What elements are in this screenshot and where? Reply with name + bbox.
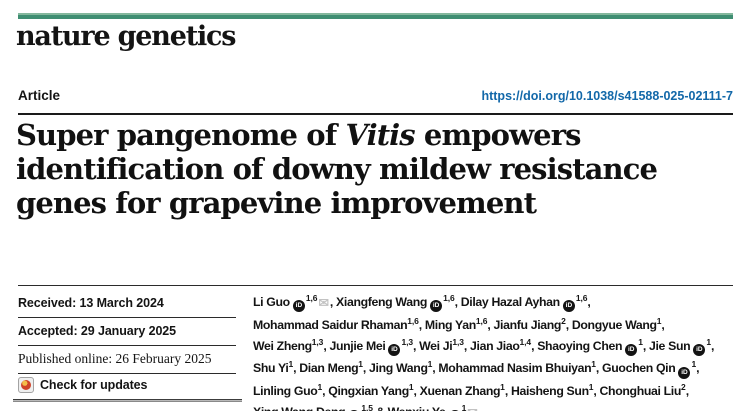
affiliation-superscript: 1 <box>588 381 594 392</box>
author-name-text: , Haisheng Sun <box>504 383 589 398</box>
author-name-text: Xing Wang Deng <box>253 405 348 411</box>
affiliation-superscript: 1 <box>706 337 711 348</box>
affiliation-superscript: 1 <box>427 359 433 370</box>
journal-logo: nature genetics <box>16 21 236 52</box>
author-name-text: Mohammad Saidur Rhaman <box>253 317 408 332</box>
date-divider <box>18 345 236 346</box>
title-line-1: Super pangenome of Vitis empowers <box>16 118 741 152</box>
affiliation-superscript: 1 <box>288 359 294 370</box>
author-name-text: Shu Yi <box>253 361 289 376</box>
affiliation-superscript: 2 <box>561 315 566 326</box>
author-name-text: , Junjie Mei <box>323 339 389 354</box>
author-name-text: & Wenxiu Ye <box>373 405 449 411</box>
author-list: Li Guo iD1,6✉, Xiangfeng Wang iD1,6, Dil… <box>253 290 741 411</box>
author-line: Wei Zheng1,3, Junjie Mei iD1,3, Wei Ji1,… <box>253 334 741 357</box>
author-name-text: , Jie Sun <box>642 339 694 354</box>
affiliation-superscript: 1,6 <box>305 293 318 303</box>
author-line: Li Guo iD1,6✉, Xiangfeng Wang iD1,6, Dil… <box>253 290 741 313</box>
orcid-icon[interactable]: iD <box>693 344 706 357</box>
check-for-updates-badge[interactable]: Check for updates <box>18 377 147 393</box>
affiliation-superscript: 1,6 <box>575 293 588 303</box>
email-icon[interactable]: ✉ <box>467 406 477 411</box>
affiliation-superscript: 1 <box>691 359 697 370</box>
author-name-text: , Guochen Qin <box>595 361 679 376</box>
affiliation-superscript: 1 <box>638 337 643 348</box>
author-name-text: Linling Guo <box>253 383 318 398</box>
affiliation-superscript: 1,4 <box>519 337 532 348</box>
orcid-icon[interactable]: iD <box>678 366 691 379</box>
email-icon[interactable]: ✉ <box>318 296 329 311</box>
affiliation-superscript: 1,3 <box>452 337 464 348</box>
date-divider <box>18 373 236 374</box>
affiliation-superscript: 1 <box>591 359 596 370</box>
author-name-text: , Jianfu Jiang <box>487 317 562 332</box>
affiliation-superscript: 1 <box>461 403 467 411</box>
doi-link[interactable]: https://doi.org/10.1038/s41588-025-02111… <box>481 89 733 103</box>
affiliation-superscript: 1 <box>358 359 363 370</box>
date-divider <box>18 317 236 318</box>
author-name-text: , Chonghuai Liu <box>593 383 682 398</box>
title-text: Super pangenome of <box>16 118 346 152</box>
author-name-text: , Jing Wang <box>362 361 428 376</box>
affiliation-superscript: 1 <box>408 381 414 392</box>
author-name-text: , <box>696 361 700 376</box>
author-name-text: , Wei Ji <box>413 339 453 354</box>
affiliation-superscript: 1,3 <box>401 337 414 348</box>
orcid-icon[interactable]: iD <box>430 300 443 313</box>
header-divider <box>18 113 733 115</box>
orcid-icon[interactable]: iD <box>562 300 575 313</box>
affiliation-superscript: 1,6 <box>475 315 488 326</box>
article-type-label: Article <box>18 88 61 103</box>
article-header-row: Article https://doi.org/10.1038/s41588-0… <box>18 88 733 103</box>
check-for-updates-label: Check for updates <box>40 378 148 392</box>
author-line: Mohammad Saidur Rhaman1,6, Ming Yan1,6, … <box>253 313 741 335</box>
author-name-text: , Xuenan Zhang <box>413 383 501 398</box>
orcid-icon[interactable]: iD <box>292 300 305 313</box>
affiliation-superscript: 1 <box>317 381 323 392</box>
author-name-text: , <box>711 339 715 354</box>
affiliation-superscript: 1 <box>500 381 505 392</box>
affiliation-superscript: 1 <box>656 315 662 326</box>
author-name-text: Wei Zheng <box>253 339 312 354</box>
title-text: empowers <box>414 118 581 152</box>
author-name-text: , Mohammad Nasim Bhuiyan <box>432 361 592 376</box>
author-name-text: , Shaoying Chen <box>531 339 626 354</box>
author-name-text: , Dongyue Wang <box>565 317 657 332</box>
orcid-icon[interactable]: iD <box>388 344 401 357</box>
author-name-text: Li Guo <box>253 295 293 310</box>
left-column-end-rule <box>13 399 242 402</box>
brand-bar <box>18 13 733 19</box>
published-date: Published online: 26 February 2025 <box>18 351 212 366</box>
accepted-date: Accepted: 29 January 2025 <box>18 324 177 338</box>
orcid-icon[interactable]: iD <box>625 344 638 357</box>
author-name-text: , <box>587 295 591 310</box>
author-name-text: , Dian Meng <box>293 361 359 376</box>
author-name-text: , Jian Jiao <box>463 339 520 354</box>
author-name-text: , Qingxian Yang <box>322 383 409 398</box>
affiliation-superscript: 1,3 <box>311 337 324 348</box>
author-line: Shu Yi1, Dian Meng1, Jing Wang1, Mohamma… <box>253 356 741 379</box>
affiliation-superscript: 1,6 <box>443 293 455 303</box>
crossmark-icon <box>18 377 34 393</box>
author-name-text: , <box>661 317 665 332</box>
title-line-2: identification of downy mildew resistanc… <box>16 152 658 186</box>
author-line: Linling Guo1, Qingxian Yang1, Xuenan Zha… <box>253 379 741 401</box>
affiliation-superscript: 2 <box>681 381 686 392</box>
title-italic-genus: Vitis <box>345 118 415 152</box>
author-name-text: , Dilay Hazal Ayhan <box>454 295 563 310</box>
affiliation-superscript: 1,5 <box>361 403 373 411</box>
received-date: Received: 13 March 2024 <box>18 296 164 310</box>
affiliation-superscript: 1,6 <box>407 315 419 326</box>
author-name-text: , <box>685 383 689 398</box>
author-line: Xing Wang Deng iD1,5 & Wenxiu Ye iD1✉ <box>253 400 741 411</box>
article-title: Super pangenome of Vitis empowers identi… <box>16 118 741 220</box>
title-line-3: genes for grapevine improvement <box>16 186 537 220</box>
author-name-text: , Xiangfeng Wang <box>329 295 431 310</box>
section-divider-top <box>18 285 733 286</box>
author-name-text: , Ming Yan <box>418 317 476 332</box>
